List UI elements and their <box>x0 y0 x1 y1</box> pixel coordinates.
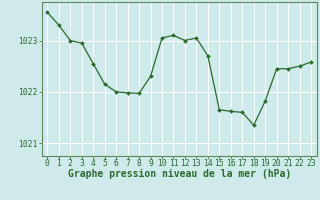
X-axis label: Graphe pression niveau de la mer (hPa): Graphe pression niveau de la mer (hPa) <box>68 169 291 179</box>
